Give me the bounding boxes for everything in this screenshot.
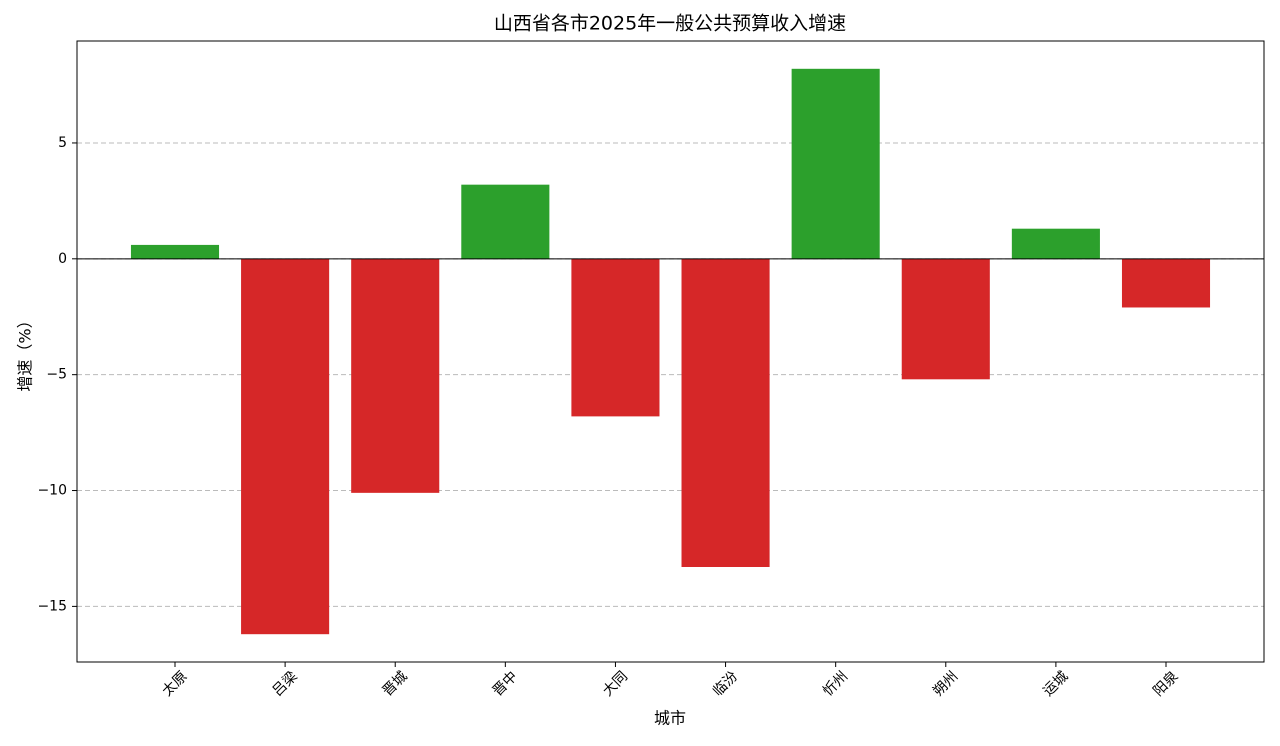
x-tick-label: 运城 bbox=[1040, 668, 1071, 699]
bar bbox=[351, 258, 440, 493]
x-tick-label: 晋城 bbox=[380, 668, 411, 699]
x-tick-label: 太原 bbox=[159, 668, 190, 699]
y-tick-label: 0 bbox=[58, 251, 67, 267]
y-axis-label: 增速（%） bbox=[16, 312, 35, 391]
x-tick-label: 朔州 bbox=[930, 668, 961, 699]
x-tick-label: 临汾 bbox=[710, 668, 741, 699]
bar bbox=[461, 184, 550, 259]
y-tick-label: 5 bbox=[58, 135, 67, 151]
bar bbox=[571, 258, 660, 417]
y-tick-label: −15 bbox=[37, 598, 67, 614]
bar bbox=[1011, 228, 1100, 259]
bar bbox=[241, 258, 330, 635]
bar bbox=[130, 244, 220, 259]
x-tick-label: 忻州 bbox=[820, 668, 851, 699]
x-tick-label: 吕梁 bbox=[270, 668, 301, 699]
y-tick-label: −5 bbox=[46, 367, 67, 383]
bar bbox=[681, 258, 770, 567]
bar bbox=[901, 258, 990, 380]
y-tick-label: −10 bbox=[37, 483, 67, 499]
x-tick-label: 大同 bbox=[600, 668, 631, 699]
x-axis-label: 城市 bbox=[654, 709, 686, 728]
plot-frame bbox=[76, 40, 1265, 663]
bar bbox=[791, 68, 880, 259]
chart-title: 山西省各市2025年一般公共预算收入增速 bbox=[494, 13, 846, 35]
x-tick-label: 晋中 bbox=[490, 668, 521, 699]
bar bbox=[1121, 258, 1211, 308]
x-tick-label: 阳泉 bbox=[1150, 668, 1182, 700]
